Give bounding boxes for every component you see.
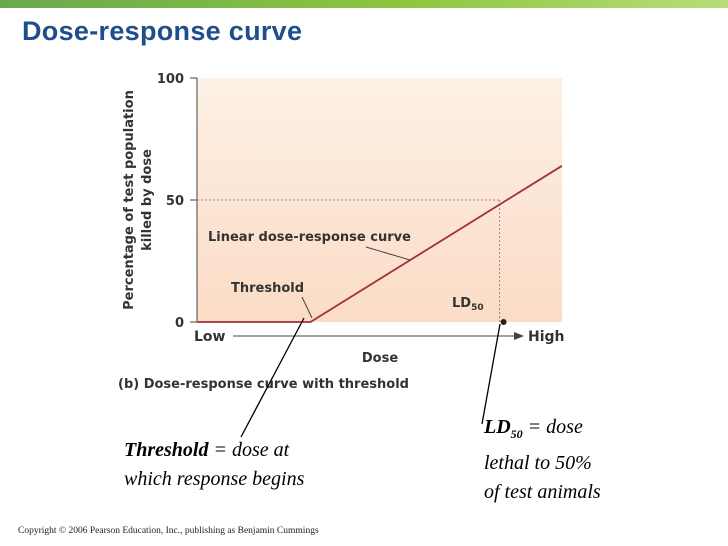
y-tick-label-0: 0	[175, 316, 184, 331]
x-axis-title: Dose	[362, 351, 398, 366]
ld50-callout-pointer	[481, 323, 501, 425]
slide-title: Dose-response curve	[22, 16, 303, 46]
threshold-callout: Threshold = dose at which response begin…	[124, 436, 384, 494]
curve-label-leader	[365, 246, 411, 261]
threshold-label: Threshold	[231, 281, 304, 296]
copyright-footer: Copyright © 2006 Pearson Education, Inc.…	[18, 526, 319, 536]
ld50-chart-label: LD50	[452, 296, 484, 313]
top-accent-bar	[0, 0, 728, 8]
ld50-chart-label-sub: 50	[471, 303, 484, 313]
dose-response-line	[197, 165, 563, 323]
threshold-callout-pointer	[240, 317, 305, 438]
curve-label: Linear dose-response curve	[208, 230, 411, 245]
threshold-callout-term: Threshold	[124, 439, 209, 461]
y-axis-title-line2: killed by dose	[140, 149, 155, 251]
ld50-callout-line1: = dose	[522, 416, 583, 438]
ld50-chart-label-main: LD	[452, 296, 471, 311]
ld50-axis-marker	[500, 319, 507, 325]
ld50-callout-term-sub: 50	[510, 427, 523, 441]
y-tick-label-50: 50	[166, 194, 184, 209]
threshold-callout-line1: = dose at	[208, 439, 290, 461]
x-high-label: High	[528, 329, 565, 345]
figure-caption: (b) Dose-response curve with threshold	[118, 377, 409, 392]
x-axis-arrowhead	[514, 332, 524, 340]
y-axis-title-line1: Percentage of test population	[122, 90, 137, 310]
ld50-callout: LD50 = dose lethal to 50% of test animal…	[484, 413, 684, 507]
ld50-callout-line2: lethal to 50%	[484, 452, 592, 474]
ld50-callout-term: LD	[484, 416, 511, 438]
threshold-label-leader	[301, 296, 313, 319]
ld50-callout-line3: of test animals	[484, 481, 601, 503]
threshold-callout-line2: which response begins	[124, 468, 305, 490]
x-low-label: Low	[194, 329, 226, 345]
y-tick-label-100: 100	[157, 72, 184, 87]
